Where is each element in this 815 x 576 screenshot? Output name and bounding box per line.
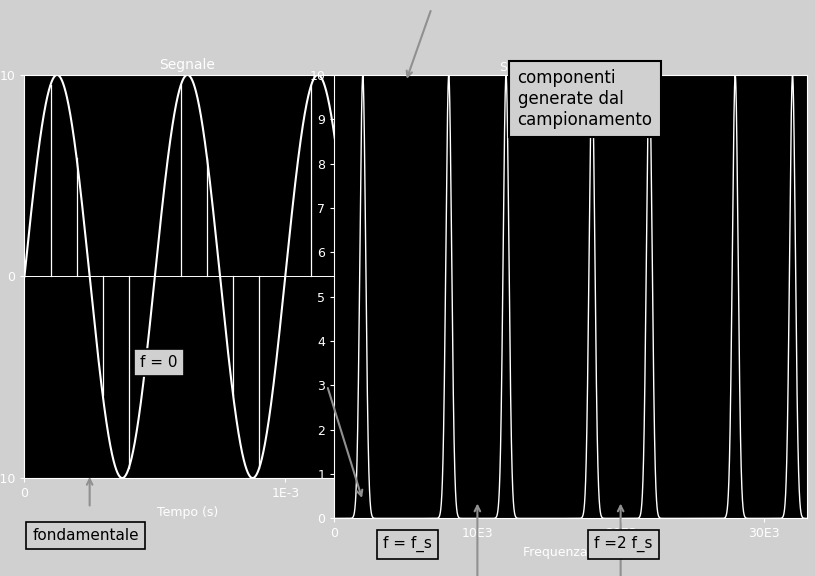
- Title: Spettro in frequenza d: Spettro in frequenza d: [500, 60, 641, 74]
- Title: Segnale: Segnale: [160, 58, 215, 73]
- Text: f = 0: f = 0: [140, 355, 178, 370]
- Text: fondamentale: fondamentale: [33, 528, 139, 543]
- Text: f =2 f_s: f =2 f_s: [594, 536, 653, 552]
- Text: f = f_s: f = f_s: [383, 536, 432, 552]
- Text: componenti
generate dal
campionamento: componenti generate dal campionamento: [518, 69, 653, 128]
- X-axis label: Frequenza (Hz): Frequenza (Hz): [523, 546, 618, 559]
- X-axis label: Tempo (s): Tempo (s): [156, 506, 218, 518]
